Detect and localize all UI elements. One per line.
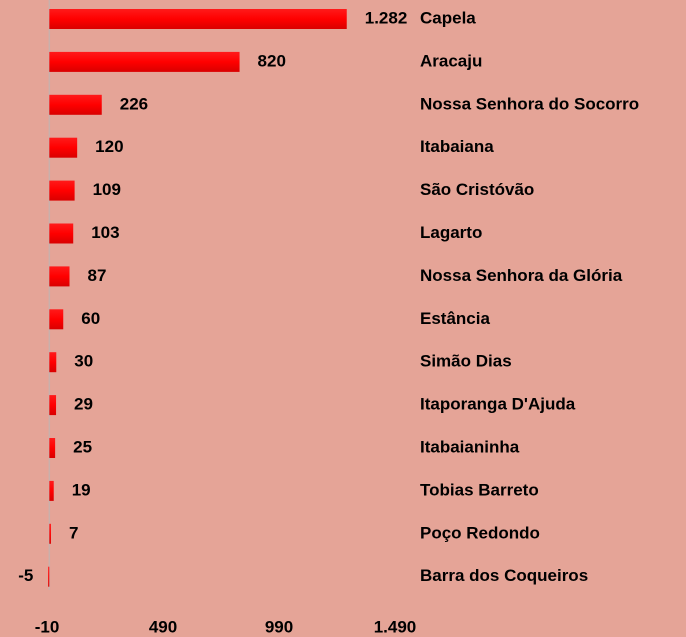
bar bbox=[49, 223, 74, 244]
bar bbox=[49, 9, 347, 29]
category-label: Nossa Senhora da Glória bbox=[420, 266, 623, 285]
category-label: Barra dos Coqueiros bbox=[420, 566, 588, 585]
x-tick-label: 990 bbox=[265, 617, 293, 636]
x-tick-label: -10 bbox=[35, 617, 60, 636]
value-label: 7 bbox=[69, 523, 78, 542]
bar bbox=[49, 94, 102, 115]
x-tick-label: 1.490 bbox=[374, 617, 417, 636]
x-tick-label: 490 bbox=[149, 617, 177, 636]
value-label: 30 bbox=[74, 352, 93, 371]
value-label: 1.282 bbox=[365, 8, 408, 27]
value-label: 109 bbox=[93, 180, 121, 199]
bar bbox=[49, 480, 54, 501]
bar bbox=[48, 566, 50, 587]
value-label: 19 bbox=[72, 480, 91, 499]
value-label: 29 bbox=[74, 395, 93, 414]
bar bbox=[49, 180, 75, 201]
category-label: Lagarto bbox=[420, 223, 482, 242]
category-label: São Cristóvão bbox=[420, 180, 534, 199]
value-label: 103 bbox=[91, 223, 119, 242]
bar bbox=[49, 523, 51, 544]
bar bbox=[49, 137, 78, 158]
category-label: Nossa Senhora do Socorro bbox=[420, 94, 639, 113]
value-label: 226 bbox=[120, 94, 148, 113]
category-label: Estância bbox=[420, 309, 490, 328]
bar bbox=[49, 266, 70, 287]
category-label: Itaporanga D'Ajuda bbox=[420, 395, 576, 414]
category-label: Tobias Barreto bbox=[420, 480, 539, 499]
category-label: Simão Dias bbox=[420, 352, 512, 371]
bar bbox=[49, 438, 56, 458]
category-label: Itabaiana bbox=[420, 137, 494, 156]
value-label: 820 bbox=[258, 51, 286, 70]
bar bbox=[49, 51, 240, 72]
value-label: 120 bbox=[95, 137, 123, 156]
category-label: Itabaianinha bbox=[420, 437, 520, 456]
category-label: Aracaju bbox=[420, 51, 482, 70]
value-label: -5 bbox=[18, 566, 33, 585]
value-label: 25 bbox=[73, 437, 92, 456]
bar bbox=[49, 309, 64, 330]
category-label: Capela bbox=[420, 8, 476, 27]
value-label: 60 bbox=[81, 309, 100, 328]
value-label: 87 bbox=[88, 266, 107, 285]
bar bbox=[49, 352, 57, 373]
bar bbox=[49, 395, 57, 416]
category-label: Poço Redondo bbox=[420, 523, 540, 542]
